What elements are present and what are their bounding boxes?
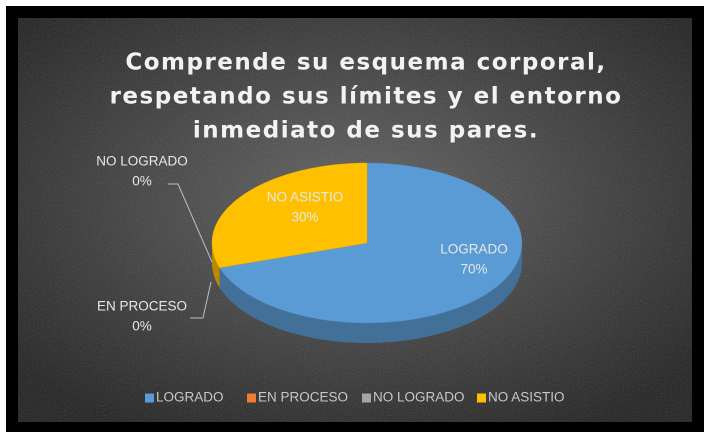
data-label-value: 0% — [132, 174, 152, 189]
leader-line — [168, 183, 213, 263]
slice-side — [219, 243, 522, 343]
data-label-category: LOGRADO — [440, 242, 508, 257]
slice — [219, 162, 523, 324]
data-label-category: EN PROCESO — [97, 299, 187, 314]
data-label-category: NO ASISTIO — [267, 190, 344, 205]
data-label-category: NO LOGRADO — [96, 154, 188, 169]
chart-title: inmediato de sus pares. — [193, 118, 539, 144]
legend-label: EN PROCESO — [258, 390, 348, 405]
chart-title: respetando sus límites y el entorno — [110, 84, 623, 110]
legend-swatch — [477, 393, 486, 403]
data-label-value: 30% — [291, 210, 318, 225]
data-label-value: 0% — [132, 319, 152, 334]
legend-label: LOGRADO — [156, 390, 224, 405]
legend-swatch — [145, 393, 154, 403]
legend-swatch — [247, 393, 256, 403]
leader-line — [190, 281, 212, 319]
slice — [211, 162, 368, 268]
chart-title: Comprende su esquema corporal, — [125, 50, 606, 76]
legend-label: NO ASISTIO — [488, 390, 565, 405]
slice-side — [212, 243, 220, 288]
data-label-value: 70% — [460, 262, 487, 277]
legend-swatch — [362, 393, 371, 403]
legend-label: NO LOGRADO — [373, 390, 465, 405]
